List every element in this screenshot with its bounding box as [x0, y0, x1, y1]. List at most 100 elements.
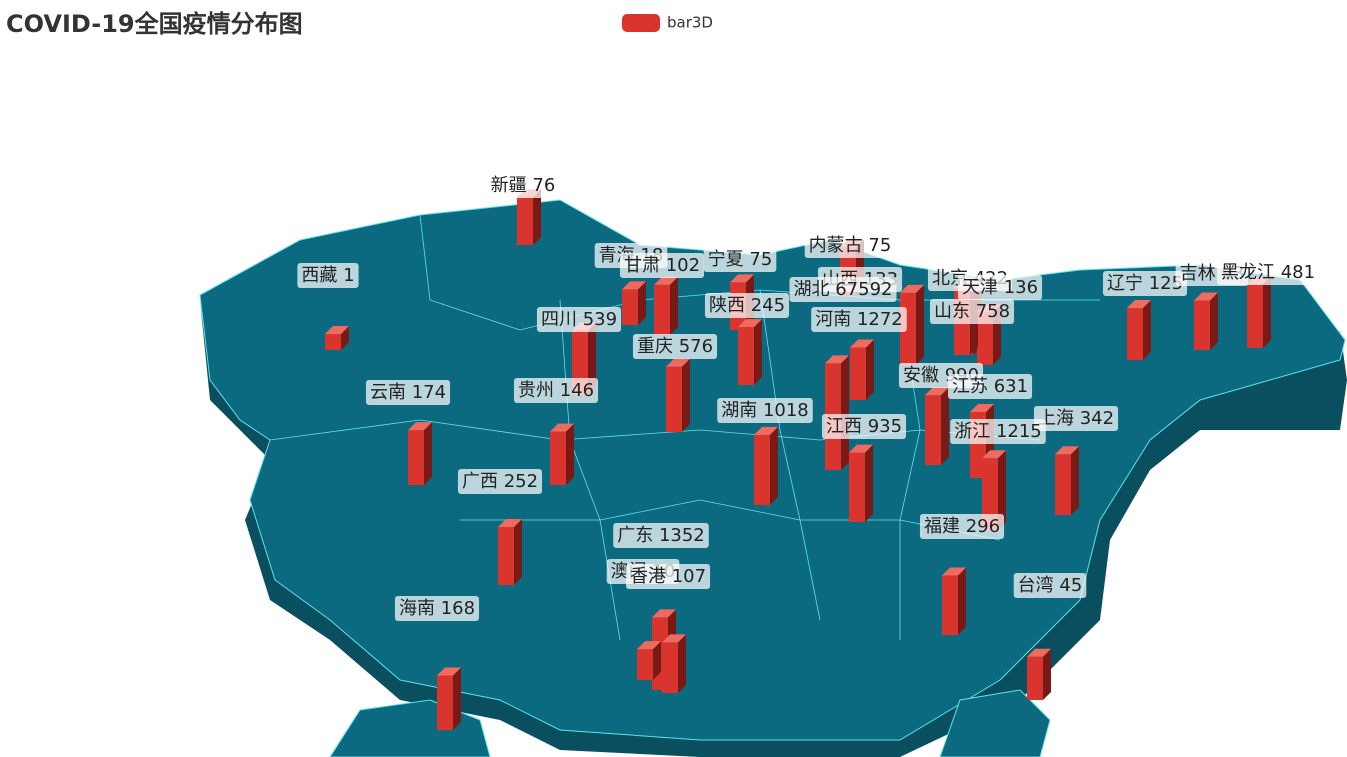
bar-side: [453, 667, 461, 730]
label-name: 上海: [1038, 408, 1074, 429]
bar-side: [958, 567, 966, 635]
label-bg: [619, 253, 705, 278]
label-value: 1352: [659, 525, 705, 546]
label-name: 陕西: [709, 295, 745, 316]
data-label: 海南 168: [394, 596, 480, 621]
label-text: 甘肃 102: [624, 255, 700, 276]
label-bg: [536, 307, 622, 332]
bar: [325, 333, 341, 350]
bar-top: [900, 284, 924, 293]
bars: [325, 189, 1271, 730]
label-value: 252: [504, 471, 538, 492]
label-text: 山东 758: [934, 301, 1010, 322]
label-value: 1018: [763, 400, 809, 421]
label-bg: [1216, 260, 1320, 285]
label-name: 吉林: [1180, 263, 1216, 284]
label-text: 新疆 76: [491, 175, 556, 196]
label-name: 黑龙江: [1221, 262, 1275, 283]
label-bg: [297, 263, 359, 288]
bar-top: [325, 325, 349, 334]
label-bg: [394, 596, 480, 621]
label-name: 安徽: [903, 365, 939, 386]
data-label: 黑龙江 481: [1216, 260, 1320, 285]
label-bg: [717, 398, 813, 423]
bar: [637, 649, 653, 680]
data-label: 广西 252: [457, 469, 543, 494]
bar-side: [1143, 299, 1151, 360]
label-name: 天津: [962, 277, 998, 298]
label-bg: [632, 334, 718, 359]
bar-top: [738, 319, 762, 328]
data-label: 台湾 45: [1013, 573, 1087, 598]
bar-top: [1027, 648, 1051, 657]
bar: [738, 327, 754, 385]
label-text: 贵州 146: [518, 380, 594, 401]
bar-side: [841, 355, 849, 470]
bar: [498, 526, 514, 585]
bar: [1247, 284, 1263, 348]
data-label: 山东 758: [929, 299, 1015, 324]
label-value: 1215: [996, 421, 1042, 442]
bar-top: [1194, 292, 1218, 301]
data-label: 湖北 67592: [789, 277, 897, 302]
label-name: 重庆: [637, 336, 673, 357]
label-text: 香港 107: [630, 566, 706, 587]
label-name: 新疆: [491, 175, 527, 196]
label-text: 辽宁 125: [1107, 273, 1183, 294]
data-label: 贵州 146: [513, 378, 599, 403]
data-label: 江苏 631: [947, 374, 1033, 399]
bar: [850, 347, 866, 400]
bar: [977, 312, 993, 365]
label-bg: [789, 277, 897, 302]
label-value: 245: [751, 295, 785, 316]
data-label: 天津 136: [957, 275, 1043, 300]
label-text: 台湾 45: [1018, 575, 1083, 596]
data-label: 内蒙古 75: [804, 233, 896, 258]
label-bg: [919, 514, 1005, 539]
label-bg: [950, 419, 1046, 444]
label-value: 107: [672, 566, 706, 587]
bar-side: [1043, 648, 1051, 700]
bar-side: [678, 634, 686, 693]
bar-top: [1127, 299, 1151, 308]
bar: [408, 430, 424, 485]
label-text: 浙江 1215: [954, 421, 1042, 442]
label-value: 935: [868, 416, 902, 437]
bar: [550, 431, 566, 485]
label-value: 125: [1149, 273, 1183, 294]
label-name: 福建: [924, 516, 960, 537]
data-label: 江西 935: [821, 414, 907, 439]
label-value: 539: [583, 309, 617, 330]
label-text: 江西 935: [826, 416, 902, 437]
legend-swatch[interactable]: [622, 14, 660, 32]
bar-top: [666, 358, 690, 367]
bar-side: [682, 358, 690, 432]
label-bg: [811, 307, 907, 332]
label-value: 136: [1004, 277, 1038, 298]
label-text: 福建 296: [924, 516, 1000, 537]
bar: [754, 434, 770, 505]
label-bg: [1013, 573, 1087, 598]
label-text: 湖南 1018: [721, 400, 809, 421]
label-bg: [821, 414, 907, 439]
data-label: 云南 174: [365, 380, 451, 405]
data-label: 香港 107: [625, 564, 711, 589]
label-text: 黑龙江 481: [1221, 262, 1315, 283]
label-value: 102: [666, 255, 700, 276]
label-bg: [486, 173, 560, 198]
label-name: 海南: [399, 598, 435, 619]
label-text: 天津 136: [962, 277, 1038, 298]
label-text: 西藏 1: [301, 265, 354, 286]
bar-side: [916, 284, 924, 365]
data-label: 河南 1272: [811, 307, 907, 332]
bar-side: [1263, 276, 1271, 348]
label-name: 湖北: [794, 279, 830, 300]
label-value: 76: [532, 175, 555, 196]
label-value: 758: [976, 301, 1010, 322]
legend-label[interactable]: bar3D: [667, 14, 713, 32]
label-text: 陕西 245: [709, 295, 785, 316]
label-name: 广东: [617, 525, 653, 546]
bar: [654, 284, 670, 335]
label-name: 宁夏: [708, 249, 744, 270]
